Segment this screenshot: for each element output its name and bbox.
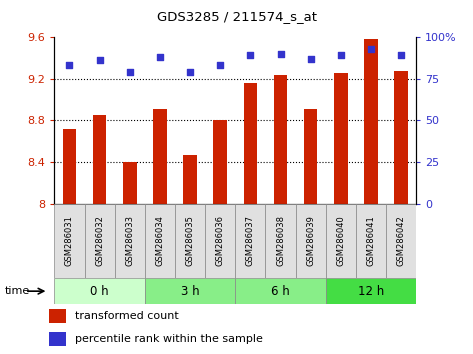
Text: GSM286035: GSM286035 xyxy=(185,215,194,266)
Text: GSM286032: GSM286032 xyxy=(95,215,104,266)
Text: GSM286039: GSM286039 xyxy=(306,215,315,266)
Bar xyxy=(244,83,257,204)
Bar xyxy=(235,204,265,278)
Bar xyxy=(93,115,106,204)
Text: GSM286040: GSM286040 xyxy=(336,215,345,266)
Bar xyxy=(265,204,296,278)
Bar xyxy=(235,278,326,304)
Text: time: time xyxy=(5,286,30,296)
Text: GSM286033: GSM286033 xyxy=(125,215,134,266)
Bar xyxy=(145,278,235,304)
Text: GSM286031: GSM286031 xyxy=(65,215,74,266)
Text: 6 h: 6 h xyxy=(271,285,290,298)
Text: GSM286041: GSM286041 xyxy=(367,215,376,266)
Text: GSM286037: GSM286037 xyxy=(246,215,255,266)
Bar xyxy=(184,155,197,204)
Bar xyxy=(296,204,326,278)
Point xyxy=(126,69,133,75)
Point xyxy=(96,58,104,63)
Text: 3 h: 3 h xyxy=(181,285,200,298)
Point xyxy=(397,53,405,58)
Bar xyxy=(145,204,175,278)
Text: GSM286036: GSM286036 xyxy=(216,215,225,266)
Text: 12 h: 12 h xyxy=(358,285,384,298)
Point xyxy=(277,51,284,57)
Bar xyxy=(213,120,227,204)
Text: GSM286034: GSM286034 xyxy=(156,215,165,266)
Bar xyxy=(386,204,416,278)
Bar xyxy=(114,204,145,278)
Bar xyxy=(49,309,66,323)
Point xyxy=(217,63,224,68)
Bar xyxy=(274,75,287,204)
Text: percentile rank within the sample: percentile rank within the sample xyxy=(75,334,263,344)
Bar xyxy=(356,204,386,278)
Point xyxy=(367,46,375,52)
Bar xyxy=(326,278,416,304)
Bar xyxy=(63,129,76,204)
Text: GSM286042: GSM286042 xyxy=(397,215,406,266)
Point xyxy=(186,69,194,75)
Bar xyxy=(49,332,66,346)
Bar xyxy=(304,109,317,204)
Text: transformed count: transformed count xyxy=(75,311,179,321)
Bar xyxy=(394,72,408,204)
Bar xyxy=(85,204,114,278)
Bar xyxy=(123,162,137,204)
Point xyxy=(337,53,345,58)
Bar xyxy=(205,204,235,278)
Bar xyxy=(326,204,356,278)
Point xyxy=(307,56,315,62)
Text: GSM286038: GSM286038 xyxy=(276,215,285,266)
Bar xyxy=(334,73,348,204)
Point xyxy=(66,63,73,68)
Bar xyxy=(54,278,145,304)
Point xyxy=(156,54,164,60)
Text: 0 h: 0 h xyxy=(90,285,109,298)
Point xyxy=(246,53,254,58)
Text: GDS3285 / 211574_s_at: GDS3285 / 211574_s_at xyxy=(157,10,316,23)
Bar xyxy=(153,109,166,204)
Bar xyxy=(54,204,85,278)
Bar xyxy=(175,204,205,278)
Bar xyxy=(364,39,378,204)
